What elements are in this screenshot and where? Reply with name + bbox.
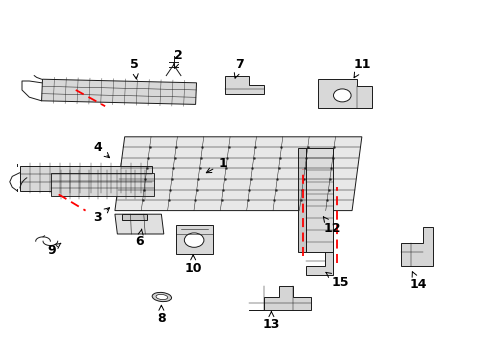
Text: 6: 6: [135, 229, 143, 248]
Text: 10: 10: [184, 255, 202, 275]
Polygon shape: [41, 79, 196, 104]
Text: 8: 8: [157, 305, 165, 325]
Text: 15: 15: [325, 272, 348, 289]
Text: 14: 14: [408, 272, 426, 291]
Text: 9: 9: [47, 243, 61, 257]
Text: 5: 5: [130, 58, 139, 79]
Text: 7: 7: [234, 58, 244, 78]
Text: 4: 4: [93, 141, 109, 158]
Text: 12: 12: [323, 217, 341, 235]
Polygon shape: [20, 166, 151, 191]
Polygon shape: [249, 286, 310, 310]
Polygon shape: [115, 214, 163, 234]
Polygon shape: [122, 214, 146, 220]
Polygon shape: [305, 248, 332, 275]
Circle shape: [333, 89, 350, 102]
Polygon shape: [400, 227, 432, 266]
Text: 1: 1: [206, 157, 226, 173]
Text: 11: 11: [352, 58, 370, 78]
Ellipse shape: [156, 294, 167, 300]
Text: 13: 13: [262, 311, 280, 330]
Polygon shape: [298, 148, 305, 252]
Ellipse shape: [152, 292, 171, 302]
Polygon shape: [305, 148, 332, 252]
Polygon shape: [115, 137, 361, 211]
Polygon shape: [176, 225, 212, 254]
Text: 3: 3: [93, 208, 109, 224]
Polygon shape: [317, 79, 371, 108]
Polygon shape: [51, 173, 154, 196]
Polygon shape: [224, 76, 264, 94]
Text: 2: 2: [173, 49, 183, 68]
Circle shape: [184, 233, 203, 247]
